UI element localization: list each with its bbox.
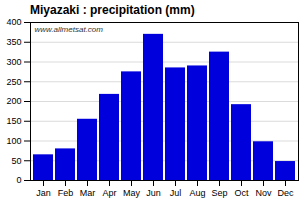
svg-text:Oct: Oct <box>234 188 249 198</box>
svg-text:300: 300 <box>6 57 21 67</box>
svg-text:400: 400 <box>6 17 21 27</box>
svg-text:Jan: Jan <box>36 188 51 198</box>
svg-text:Miyazaki : precipitation (mm): Miyazaki : precipitation (mm) <box>30 3 195 17</box>
svg-text:50: 50 <box>11 156 21 166</box>
svg-text:100: 100 <box>6 136 21 146</box>
svg-text:Nov: Nov <box>255 188 272 198</box>
svg-text:Jun: Jun <box>146 188 161 198</box>
svg-text:200: 200 <box>6 96 21 106</box>
svg-text:Sep: Sep <box>211 188 227 198</box>
svg-text:250: 250 <box>6 77 21 87</box>
svg-text:May: May <box>123 188 141 198</box>
svg-text:0: 0 <box>16 175 21 185</box>
svg-text:Feb: Feb <box>58 188 74 198</box>
svg-text:Apr: Apr <box>102 188 116 198</box>
svg-text:150: 150 <box>6 116 21 126</box>
svg-text:Dec: Dec <box>277 188 294 198</box>
svg-text:Jul: Jul <box>170 188 182 198</box>
svg-text:Mar: Mar <box>80 188 96 198</box>
svg-text:www.allmetsat.com: www.allmetsat.com <box>35 25 104 34</box>
svg-text:350: 350 <box>6 37 21 47</box>
svg-text:Aug: Aug <box>189 188 205 198</box>
